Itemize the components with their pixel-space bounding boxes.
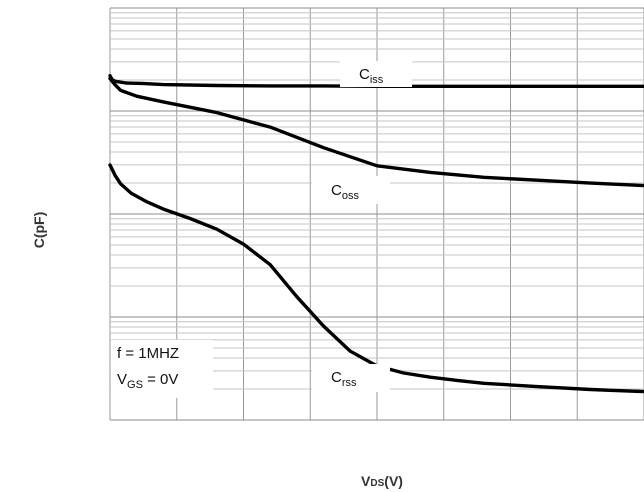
- crss-label-bg: [312, 364, 390, 392]
- curve-coss: [108, 76, 644, 188]
- y-axis-label: C(pF): [31, 212, 47, 249]
- coss-label-bg: [312, 176, 390, 204]
- conditions-bg: [111, 340, 213, 398]
- series-labels: Ciss Coss Crss f = 1MHZ VGS = 0V: [111, 61, 412, 398]
- frequency-annotation: f = 1MHZ: [117, 345, 179, 362]
- x-axis-label: VDS(V): [361, 473, 403, 489]
- curve-crss: [108, 163, 644, 394]
- vgs-annotation: VGS = 0V: [117, 371, 178, 391]
- ciss-label: Ciss: [359, 66, 384, 86]
- coss-label: Coss: [331, 182, 359, 202]
- curves: [108, 73, 644, 394]
- crss-label: Crss: [331, 369, 357, 389]
- ciss-label-bg: [340, 61, 412, 87]
- curve-ciss: [108, 73, 644, 88]
